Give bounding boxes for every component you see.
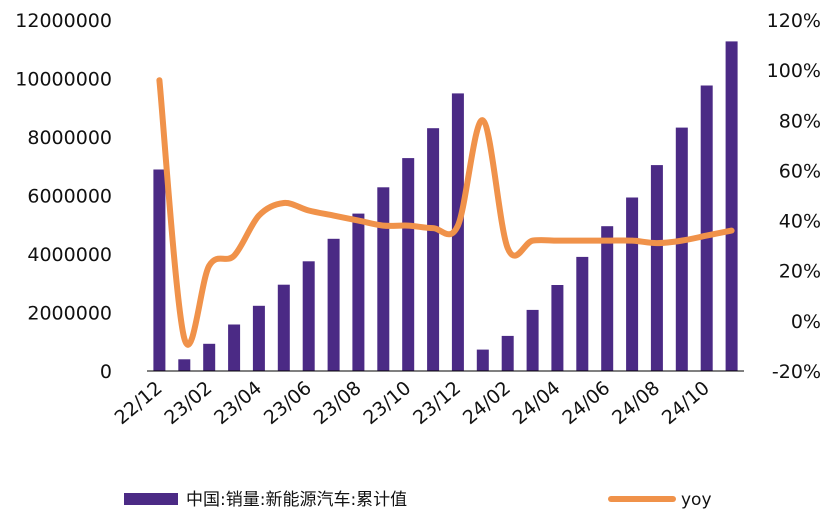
- bar-24-02: [501, 335, 514, 371]
- bar-23-05: [277, 284, 290, 371]
- bar-24-08: [650, 165, 663, 371]
- y-right-tick-label: 120%: [767, 10, 821, 32]
- x-tick-label: 24/06: [558, 377, 614, 429]
- legend: 中国:销量:新能源汽车:累计值 yoy: [124, 490, 712, 510]
- bar-24-03: [526, 309, 539, 371]
- bar-24-09: [675, 127, 688, 371]
- bar-23-11: [427, 128, 440, 371]
- x-tick-label: 23/02: [160, 377, 216, 429]
- bar-23-03: [228, 324, 241, 371]
- bar-24-01: [476, 349, 489, 371]
- x-tick-label: 23/04: [210, 377, 266, 429]
- x-tick-label: 24/04: [509, 377, 565, 429]
- x-tick-label: 22/12: [111, 377, 167, 429]
- y-left-tick-label: 0: [100, 361, 112, 383]
- bar-23-06: [302, 261, 315, 371]
- bar-23-02: [203, 343, 216, 371]
- y-right-tick-label: 40%: [779, 211, 821, 233]
- x-tick-label: 24/10: [658, 377, 714, 429]
- x-tick-label: 24/02: [459, 377, 515, 429]
- y-right-tick-label: 60%: [779, 160, 821, 182]
- bar-series: [153, 41, 738, 372]
- bar-23-10: [402, 158, 415, 371]
- bar-24-06: [601, 226, 614, 371]
- x-tick-label: 23/12: [409, 377, 465, 429]
- y-left-tick-label: 12000000: [15, 10, 112, 32]
- bar-23-01: [178, 359, 191, 371]
- bar-24-11: [725, 41, 738, 372]
- y-right-tick-label: 80%: [779, 110, 821, 132]
- bar-23-09: [377, 187, 390, 371]
- bar-24-07: [626, 197, 639, 371]
- yoy-line-series: [156, 77, 735, 348]
- y-right-tick-label: 0%: [791, 311, 821, 333]
- y-left-tick-label: 10000000: [15, 69, 112, 91]
- y-axis-left: 0 2000000 4000000 6000000 8000000 10000000 120…: [15, 10, 112, 383]
- y-axis-right: -20% 0% 20% 40% 60% 80% 100% 120%: [767, 10, 821, 383]
- y-left-tick-label: 6000000: [27, 186, 112, 208]
- legend-label-line: yoy: [681, 490, 712, 510]
- bar-24-10: [700, 85, 713, 371]
- x-tick-label: 24/08: [608, 377, 664, 429]
- x-tick-label: 23/08: [310, 377, 366, 429]
- bar-24-04: [551, 285, 564, 371]
- y-left-tick-label: 4000000: [27, 244, 112, 266]
- bar-23-04: [252, 305, 265, 371]
- y-right-tick-label: 100%: [767, 60, 821, 82]
- bar-24-05: [576, 256, 589, 371]
- x-tick-label: 23/10: [359, 377, 415, 429]
- yoy-line: [156, 77, 735, 348]
- bar-23-07: [327, 238, 340, 371]
- y-right-tick-label: -20%: [772, 361, 821, 383]
- y-left-tick-label: 8000000: [27, 127, 112, 149]
- bar-23-08: [352, 213, 365, 371]
- bar-22-12: [153, 169, 166, 371]
- legend-swatch-bar: [124, 493, 178, 505]
- x-tick-label: 23/06: [260, 377, 316, 429]
- y-left-tick-label: 2000000: [27, 303, 112, 325]
- legend-label-bar: 中国:销量:新能源汽车:累计值: [186, 490, 407, 510]
- y-right-tick-label: 20%: [779, 261, 821, 283]
- bar-23-12: [451, 93, 464, 372]
- x-axis-ticks: 22/1223/0223/0423/0623/0823/1023/1224/02…: [111, 377, 714, 429]
